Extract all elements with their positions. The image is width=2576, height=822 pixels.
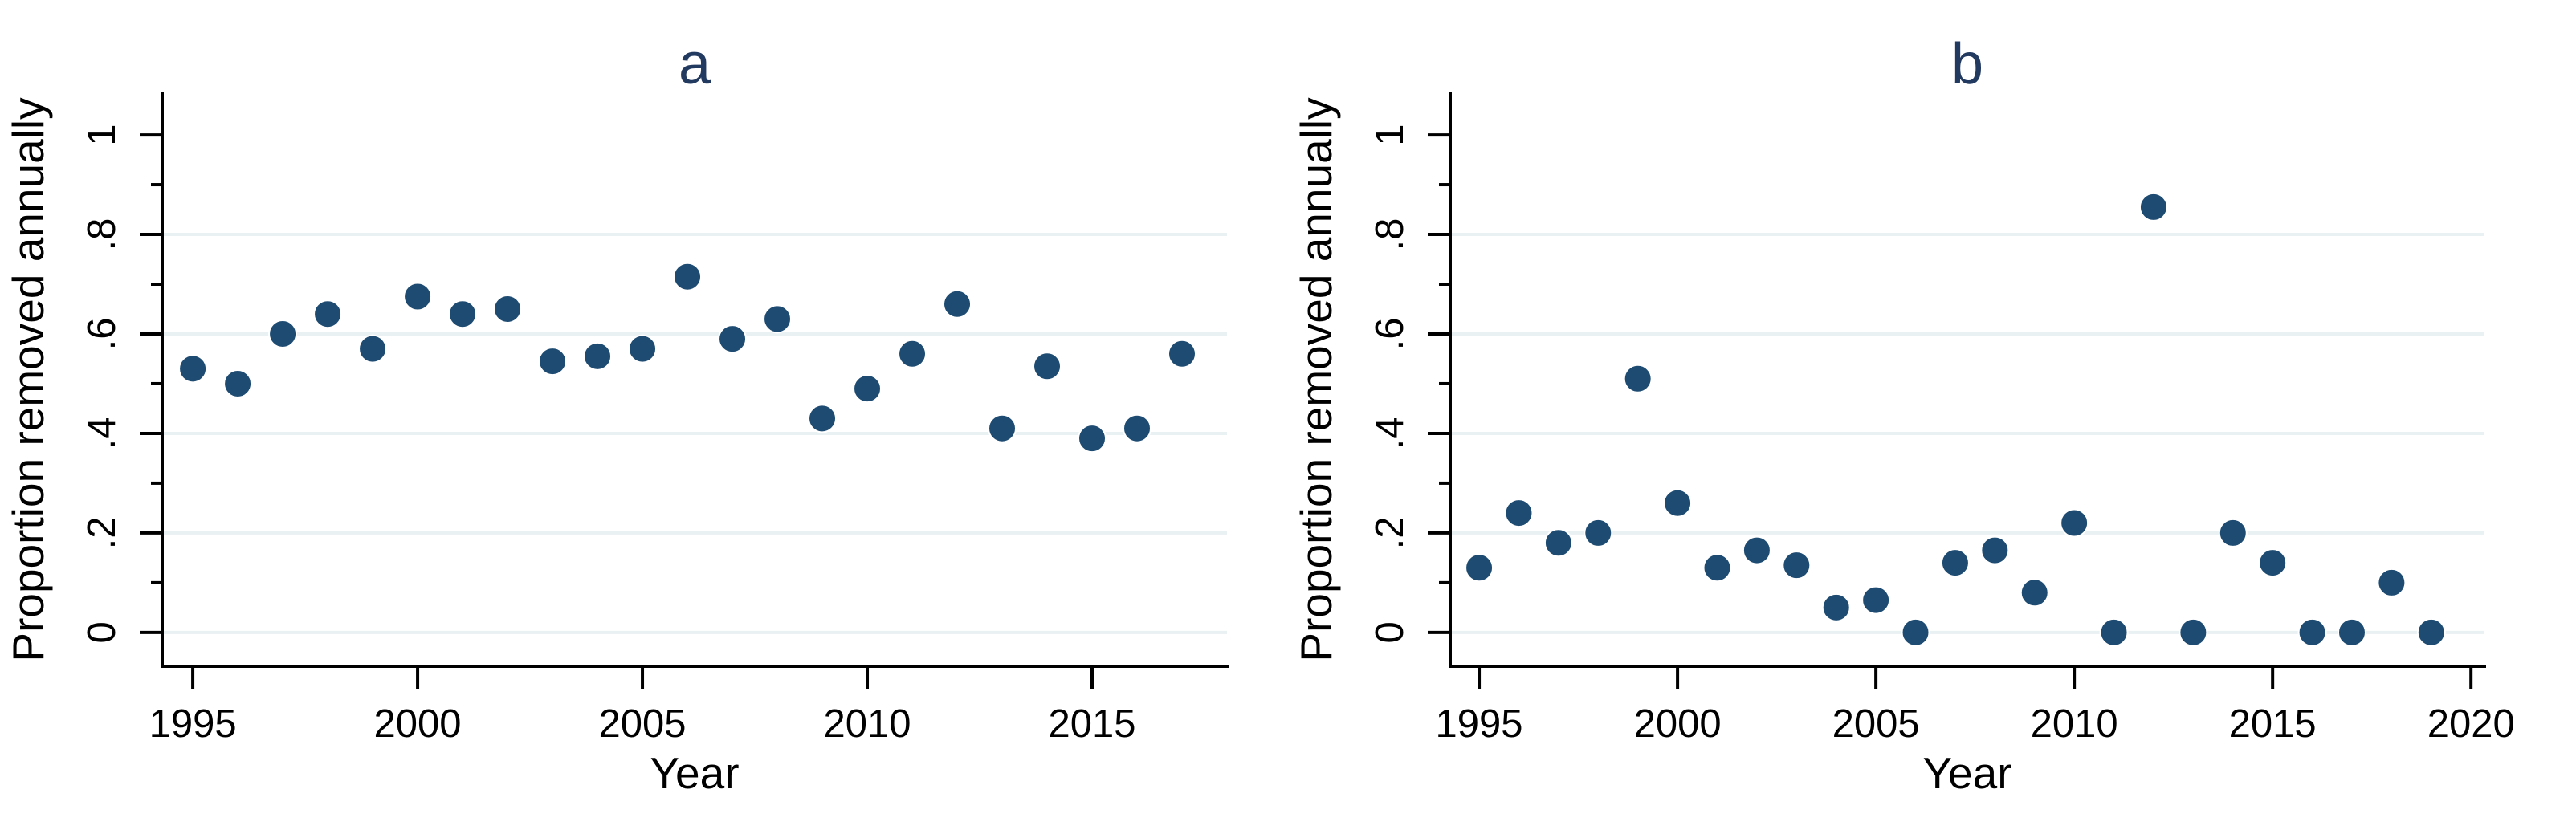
data-point — [853, 374, 882, 404]
data-point — [1504, 498, 1534, 528]
data-point — [1543, 528, 1573, 558]
panel-a-x-axis-title: Year — [650, 748, 739, 798]
panel-a-title: a — [679, 32, 711, 96]
y-tick-label: .4 — [80, 417, 124, 450]
data-point — [403, 282, 433, 311]
data-point — [2416, 617, 2446, 647]
x-tick-label: 2015 — [2229, 702, 2317, 746]
data-point — [673, 262, 703, 291]
data-point — [268, 319, 298, 348]
panel-b-chart: b Proportion removed annually Year 0 .2 .4… — [1291, 32, 2515, 798]
data-point — [448, 299, 478, 329]
data-point — [583, 341, 613, 371]
data-point — [718, 324, 748, 354]
data-point — [2020, 578, 2049, 608]
data-point — [1821, 592, 1851, 622]
data-point — [1702, 553, 1732, 583]
data-point — [2138, 192, 2168, 222]
data-point — [808, 404, 838, 433]
data-point — [1861, 585, 1891, 615]
data-point — [1623, 364, 1653, 393]
data-point — [493, 294, 523, 324]
x-tick-label: 1995 — [1436, 702, 1523, 746]
data-point — [538, 347, 568, 376]
y-tick-label: .6 — [80, 318, 124, 351]
data-point — [2099, 617, 2129, 647]
data-point — [1940, 548, 1970, 578]
data-point — [2377, 568, 2407, 597]
data-point — [943, 289, 972, 319]
data-point — [988, 413, 1017, 443]
data-point — [2258, 548, 2288, 578]
data-point — [1584, 518, 1613, 547]
panel-b-y-axis-title: Proportion removed annually — [1291, 97, 1341, 662]
x-tick-label: 2000 — [1634, 702, 1722, 746]
data-point — [2179, 617, 2208, 647]
y-tick-label: .8 — [80, 218, 124, 251]
data-point — [1465, 553, 1494, 583]
data-point — [1663, 488, 1693, 518]
x-tick-label: 2015 — [1049, 702, 1136, 746]
y-tick-label: .2 — [80, 516, 124, 549]
x-tick-label: 2020 — [2427, 702, 2515, 746]
panel-a-y-axis-title: Proportion removed annually — [3, 97, 53, 662]
data-point — [1980, 535, 2010, 565]
data-point — [1033, 352, 1062, 381]
data-point — [2060, 508, 2089, 538]
y-tick-label: .2 — [1368, 516, 1412, 549]
panel-a-chart: a Proportion removed annually Year 0 .2 .4… — [3, 32, 1229, 798]
data-point — [1901, 617, 1930, 647]
data-point — [1078, 424, 1107, 454]
data-point — [2218, 518, 2248, 547]
data-point — [1782, 551, 1812, 580]
x-tick-label: 2000 — [374, 702, 462, 746]
data-point — [628, 334, 658, 364]
data-point — [223, 368, 253, 398]
x-tick-label: 2010 — [824, 702, 911, 746]
y-tick-label: 0 — [80, 621, 124, 643]
x-tick-label: 1995 — [149, 702, 237, 746]
data-point — [2297, 617, 2327, 647]
y-tick-label: .4 — [1368, 417, 1412, 450]
data-point — [2337, 617, 2366, 647]
y-tick-label: 0 — [1368, 621, 1412, 643]
data-point — [178, 354, 208, 384]
data-point — [313, 299, 343, 329]
data-point — [898, 339, 927, 368]
data-point — [1123, 413, 1152, 443]
panel-b-x-axis-title: Year — [1922, 748, 2011, 798]
y-tick-label: 1 — [1368, 124, 1412, 145]
y-tick-label: 1 — [80, 124, 124, 145]
x-tick-label: 2005 — [1832, 702, 1920, 746]
data-point — [1742, 535, 1771, 565]
x-tick-label: 2005 — [599, 702, 687, 746]
x-tick-label: 2010 — [2031, 702, 2118, 746]
data-point — [358, 334, 388, 364]
y-tick-label: .6 — [1368, 318, 1412, 351]
y-tick-label: .8 — [1368, 218, 1412, 251]
data-point — [763, 304, 793, 334]
panel-b-title: b — [1951, 32, 1983, 96]
data-point — [1168, 339, 1197, 368]
